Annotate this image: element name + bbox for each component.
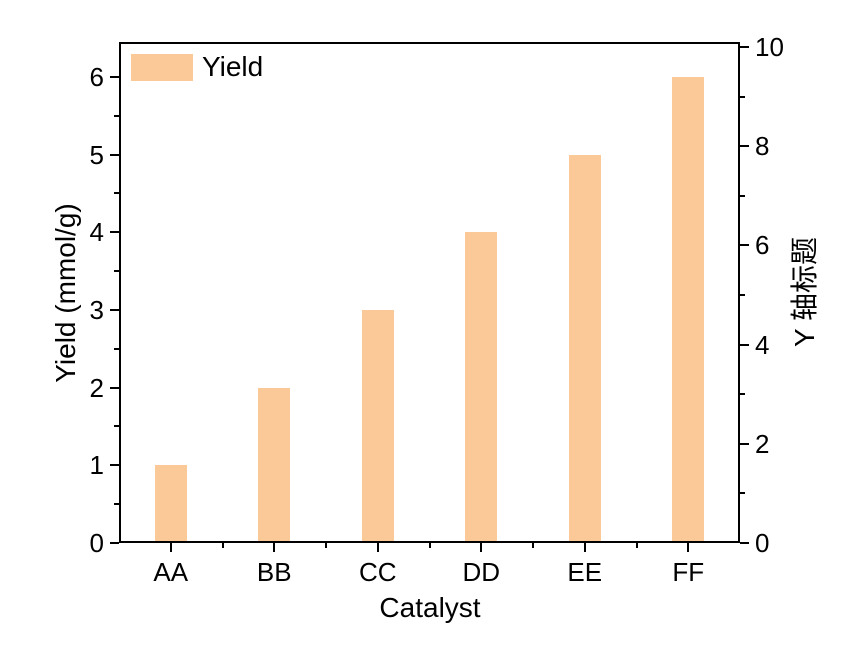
left-axis-tick-label: 4 [89, 217, 104, 248]
x-axis-tick-label: DD [462, 557, 501, 587]
left-axis-major-tick [110, 308, 119, 311]
bar-BB [258, 387, 291, 543]
right-axis-major-tick [740, 244, 749, 247]
x-axis-minor-tick [635, 543, 638, 548]
legend-label: Yield [202, 51, 264, 82]
bar-FF [672, 76, 705, 543]
right-axis-major-tick [740, 542, 749, 544]
right-axis-major-tick [740, 442, 749, 445]
left-axis-tick-label: 1 [89, 450, 104, 481]
left-axis-major-tick [110, 542, 119, 544]
left-axis-tick-label: 6 [89, 61, 104, 92]
right-axis-tick-label: 0 [755, 528, 770, 558]
left-axis-major-tick [110, 231, 119, 234]
x-axis-minor-tick [532, 543, 534, 548]
x-axis-title: Catalyst [379, 592, 481, 623]
bar-AA [154, 465, 187, 543]
left-axis-minor-tick [114, 347, 119, 350]
left-axis-tick-label: 0 [89, 528, 104, 558]
left-axis-major-tick [110, 153, 119, 156]
left-axis-major-tick [110, 464, 119, 467]
legend-swatch-yield [131, 53, 193, 81]
right-axis-minor-tick [740, 293, 745, 296]
right-axis-tick-label: 4 [755, 329, 770, 360]
right-axis-major-tick [740, 145, 749, 148]
x-axis-tick-label: FF [672, 557, 705, 587]
x-axis-tick-label: CC [358, 557, 397, 587]
right-axis-tick-label: 10 [755, 31, 784, 62]
y-axis-title-left: Yield (mmol/g) [50, 203, 81, 383]
left-axis-minor-tick [114, 270, 119, 273]
x-axis-minor-tick [428, 543, 431, 548]
x-axis-minor-tick [221, 543, 224, 548]
left-axis-minor-tick [114, 114, 119, 117]
left-axis-minor-tick [114, 425, 119, 428]
x-axis-major-tick [273, 543, 276, 552]
x-axis-major-tick [687, 543, 690, 552]
left-axis-tick-label: 2 [89, 372, 104, 403]
x-axis-minor-tick [325, 543, 327, 548]
left-axis-minor-tick [114, 192, 119, 195]
right-axis-tick-label: 8 [755, 131, 770, 162]
bar-CC [361, 309, 394, 543]
bar-DD [465, 232, 498, 543]
left-axis-tick-label: 5 [89, 139, 104, 170]
left-axis-major-tick [110, 386, 119, 389]
right-axis-major-tick [740, 343, 749, 346]
plot-area: Yield 0 1 2 3 4 5 6 0 2 4 6 8 10 AA BB CC DD EE FF [90, 34, 784, 585]
right-axis-major-tick [740, 45, 749, 48]
left-axis-major-tick [110, 75, 119, 78]
right-axis-minor-tick [740, 492, 745, 495]
x-axis-tick-label: AA [153, 557, 189, 587]
y-axis-title-right: Y 轴标题 [789, 237, 820, 347]
x-axis-tick-label: EE [567, 557, 603, 587]
plot-frame [119, 42, 740, 543]
x-axis-major-tick [583, 543, 586, 552]
right-axis-tick-label: 2 [755, 428, 770, 459]
right-axis-minor-tick [740, 393, 745, 396]
left-axis-tick-label: 3 [89, 294, 104, 325]
x-axis-tick-label: BB [256, 557, 292, 587]
x-axis-major-tick [480, 543, 483, 552]
legend: Yield [131, 53, 263, 81]
bar-EE [568, 154, 601, 543]
x-axis-major-tick [169, 543, 172, 552]
right-axis-minor-tick [740, 95, 745, 98]
right-axis-minor-tick [740, 194, 745, 197]
right-axis-tick-label: 6 [755, 230, 770, 261]
x-axis-major-tick [376, 543, 379, 552]
left-axis-minor-tick [114, 503, 119, 506]
